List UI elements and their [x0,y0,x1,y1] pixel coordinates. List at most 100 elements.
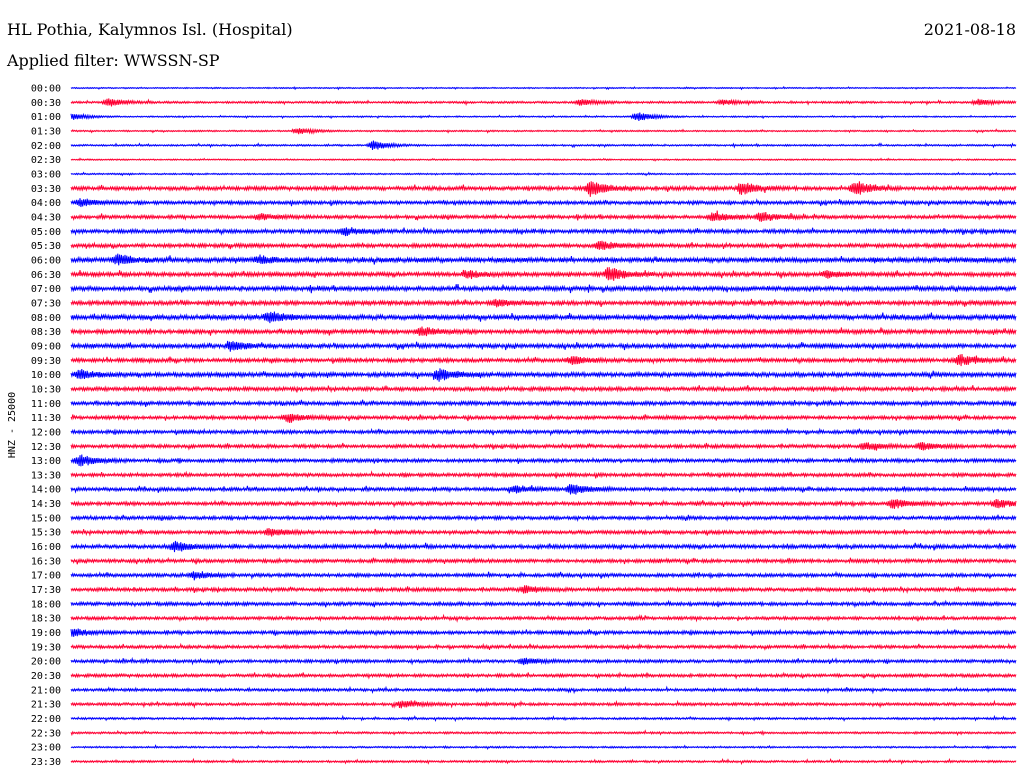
tick-label-2230: 22:30 [31,728,61,739]
trace-0200 [70,140,1017,150]
station-title: HL Pothia, Kalymnos Isl. (Hospital) [7,20,293,39]
trace-1600 [70,540,1017,553]
tick-label-0730: 07:30 [31,298,61,309]
tick-label-0030: 00:30 [31,98,61,109]
trace-1300 [70,454,1017,467]
trace-0530 [70,240,1017,250]
tick-label-1130: 11:30 [31,413,61,424]
tick-label-0000: 00:00 [31,84,61,95]
seismic-traces [70,85,1017,766]
filter-name: WWSSN-SP [123,51,220,70]
trace-0930 [70,354,1017,367]
tick-label-1500: 15:00 [31,513,61,524]
trace-0730 [70,298,1017,308]
trace-0800 [70,311,1017,324]
trace-0600 [70,253,1017,266]
trace-1400 [70,484,1017,495]
tick-label-1430: 14:30 [31,499,61,510]
tick-label-1400: 14:00 [31,485,61,496]
tick-label-0800: 08:00 [31,313,61,324]
trace-1900 [70,628,1017,637]
trace-0430 [70,210,1017,222]
trace-1130 [70,413,1017,423]
trace-0230 [70,157,1017,162]
tick-label-1200: 12:00 [31,427,61,438]
tick-label-1830: 18:30 [31,614,61,625]
trace-2130 [70,699,1017,709]
trace-0330 [70,181,1017,197]
trace-0000 [70,85,1017,91]
trace-1530 [70,527,1017,537]
tick-label-1330: 13:30 [31,470,61,481]
tick-label-2130: 21:30 [31,700,61,711]
tick-label-0300: 03:00 [31,169,61,180]
tick-label-2000: 20:00 [31,657,61,668]
tick-label-1300: 13:00 [31,456,61,467]
trace-2330 [70,757,1017,766]
tick-label-0100: 01:00 [31,112,61,123]
tick-label-0230: 02:30 [31,155,61,166]
trace-0630 [70,267,1017,281]
trace-0830 [70,326,1017,337]
trace-2230 [70,729,1017,737]
time-tick-labels: 00:00 00:30 01:00 01:30 02:00 02:30 03:00 03:30… [31,84,61,769]
tick-label-0900: 09:00 [31,341,61,352]
tick-label-0700: 07:00 [31,284,61,295]
tick-label-1730: 17:30 [31,585,61,596]
tick-label-2200: 22:00 [31,714,61,725]
tick-label-0930: 09:30 [31,356,61,367]
tick-label-1030: 10:30 [31,384,61,395]
filter-line: Applied filter: WWSSN-SP [7,51,220,70]
trace-2300 [70,744,1017,751]
trace-0130 [70,127,1017,135]
tick-label-0330: 03:30 [31,184,61,195]
tick-label-0530: 05:30 [31,241,61,252]
tick-label-1900: 19:00 [31,628,61,639]
tick-label-0630: 06:30 [31,270,61,281]
trace-1200 [70,427,1017,437]
trace-1430 [70,498,1017,509]
tick-label-2300: 23:00 [31,743,61,754]
tick-label-0500: 05:00 [31,227,61,238]
tick-label-0400: 04:00 [31,198,61,209]
trace-2030 [70,671,1017,680]
trace-0030 [70,98,1017,107]
trace-0100 [70,112,1017,122]
trace-1030 [70,384,1017,394]
trace-2000 [70,656,1017,666]
channel-axis-label: HNZ - 25000 [7,392,18,458]
trace-1000 [70,368,1017,382]
trace-0400 [70,198,1017,208]
tick-label-1700: 17:00 [31,571,61,582]
tick-label-1230: 12:30 [31,442,61,453]
trace-1830 [70,613,1017,623]
filter-prefix: Applied filter: [7,51,119,70]
trace-2100 [70,685,1017,695]
trace-1630 [70,556,1017,565]
tick-label-1600: 16:00 [31,542,61,553]
tick-label-1530: 15:30 [31,528,61,539]
tick-label-0430: 04:30 [31,212,61,223]
tick-label-2330: 23:30 [31,757,61,768]
trace-1730 [70,585,1017,594]
trace-0900 [70,340,1017,352]
trace-0300 [70,171,1017,177]
trace-0500 [70,227,1017,237]
trace-1500 [70,514,1017,523]
trace-1330 [70,470,1017,480]
tick-label-0830: 08:30 [31,327,61,338]
trace-1700 [70,570,1017,581]
trace-1800 [70,599,1017,609]
trace-1930 [70,642,1017,651]
tick-label-1630: 16:30 [31,556,61,567]
tick-label-1000: 10:00 [31,370,61,381]
tick-label-0600: 06:00 [31,255,61,266]
trace-0700 [70,284,1017,294]
trace-1230 [70,441,1017,451]
tick-label-0200: 02:00 [31,141,61,152]
tick-label-2030: 20:30 [31,671,61,682]
record-date: 2021-08-18 [923,20,1016,39]
tick-label-1100: 11:00 [31,399,61,410]
tick-label-2100: 21:00 [31,685,61,696]
